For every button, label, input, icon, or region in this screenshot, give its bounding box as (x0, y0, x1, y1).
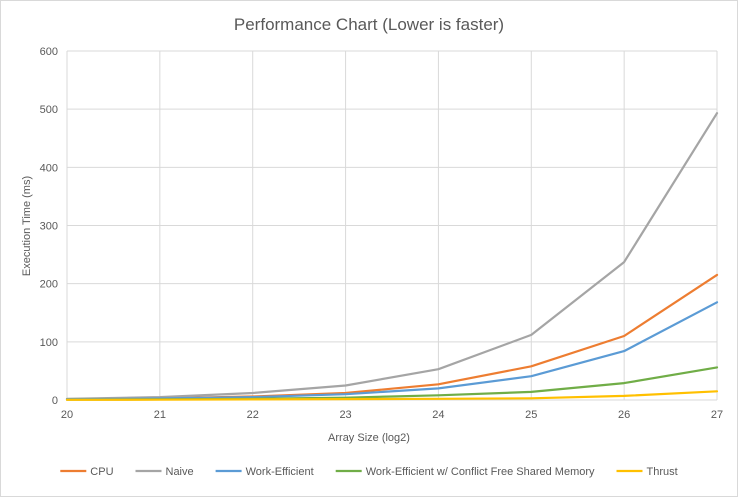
legend-label-1: Naive (166, 466, 194, 478)
x-tick-label-22: 22 (247, 409, 259, 421)
y-axis-ticks: 0 100 200 300 400 500 600 (40, 46, 58, 407)
x-axis-ticks: 20 21 22 23 24 25 26 27 (61, 409, 723, 421)
y-tick-label-200: 200 (40, 279, 58, 291)
series-lines (65, 112, 719, 401)
y-tick-label-300: 300 (40, 221, 58, 233)
series-line-3 (65, 366, 719, 401)
legend-label-0: CPU (90, 466, 113, 478)
legend-item-3: Work-Efficient w/ Conflict Free Shared M… (335, 466, 595, 478)
x-tick-label-26: 26 (618, 409, 630, 421)
series-line-1 (65, 112, 719, 400)
chart-title: Performance Chart (Lower is faster) (234, 15, 504, 34)
x-tick-label-20: 20 (61, 409, 73, 421)
y-axis-label: Execution Time (ms) (21, 176, 33, 276)
y-tick-label-500: 500 (40, 104, 58, 116)
y-tick-label-0: 0 (52, 395, 58, 407)
legend-item-0: CPU (60, 466, 114, 478)
y-tick-label-600: 600 (40, 46, 58, 58)
series-line-2 (65, 301, 719, 401)
x-tick-label-23: 23 (339, 409, 351, 421)
x-axis-label: Array Size (log2) (328, 432, 410, 444)
legend-item-1: Naive (135, 466, 194, 478)
series-line-4 (65, 390, 719, 401)
y-tick-label-100: 100 (40, 337, 58, 349)
x-tick-label-25: 25 (525, 409, 537, 421)
legend-label-2: Work-Efficient (246, 466, 314, 478)
x-tick-label-27: 27 (711, 409, 723, 421)
series-line-0 (65, 273, 719, 401)
legend-item-4: Thrust (616, 466, 678, 478)
legend-label-4: Thrust (647, 466, 678, 478)
gridlines (66, 50, 718, 401)
y-tick-label-400: 400 (40, 162, 58, 174)
x-tick-label-24: 24 (432, 409, 444, 421)
legend-label-3: Work-Efficient w/ Conflict Free Shared M… (366, 466, 595, 478)
legend-item-2: Work-Efficient (215, 466, 314, 478)
legend: CPU Naive Work-Efficient Work-Efficient w/ … (60, 466, 678, 478)
x-tick-label-21: 21 (154, 409, 166, 421)
